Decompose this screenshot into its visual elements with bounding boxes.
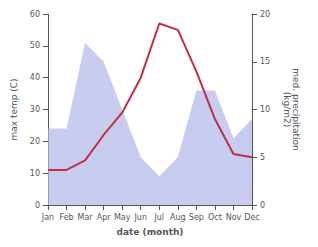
svg-text:Feb: Feb [59,213,73,222]
svg-text:max temp (C): max temp (C) [9,78,19,140]
svg-text:0: 0 [35,201,40,210]
svg-text:50: 50 [30,41,40,50]
svg-text:Nov: Nov [226,213,242,222]
svg-text:20: 20 [30,137,40,146]
svg-text:med. precipitation: med. precipitation [290,68,301,151]
svg-text:(kg/m2): (kg/m2) [282,92,292,127]
svg-text:5: 5 [260,153,265,162]
svg-text:30: 30 [30,105,40,114]
svg-text:15: 15 [260,57,270,66]
svg-text:Aug: Aug [170,213,186,222]
svg-text:Dec: Dec [244,213,259,222]
svg-text:10: 10 [260,105,270,114]
svg-text:60: 60 [30,10,40,19]
svg-text:Oct: Oct [208,213,222,222]
svg-text:Jan: Jan [41,213,54,222]
svg-text:date (month): date (month) [117,227,184,237]
svg-text:Apr: Apr [97,213,112,222]
svg-text:10: 10 [30,169,40,178]
svg-text:20: 20 [260,10,270,19]
svg-text:Jul: Jul [153,213,164,222]
svg-text:Mar: Mar [78,213,94,222]
svg-text:May: May [114,213,131,222]
svg-text:40: 40 [30,73,40,82]
svg-text:0: 0 [260,201,265,210]
svg-text:Jun: Jun [133,213,147,222]
svg-text:Sep: Sep [189,213,204,222]
